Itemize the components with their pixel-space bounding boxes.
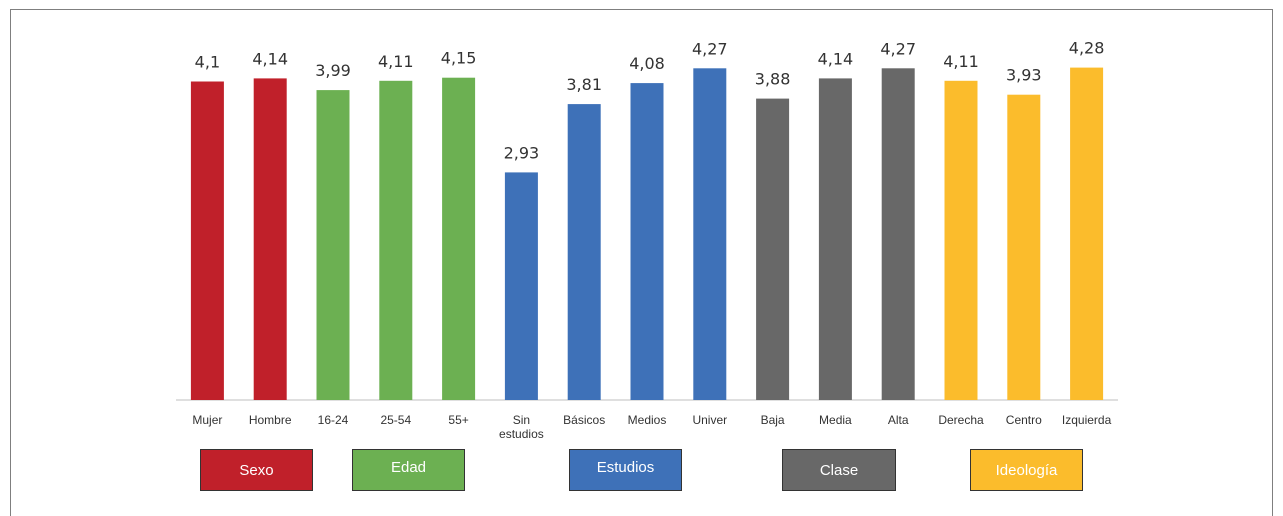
category-label: Derecha — [938, 413, 984, 427]
value-label: 4,08 — [629, 54, 665, 73]
bar-16-24 — [316, 90, 350, 400]
category-label: Sin — [513, 413, 530, 427]
value-label: 3,81 — [566, 75, 602, 94]
category-label: Univer — [692, 413, 727, 427]
category-label: 25-54 — [380, 413, 411, 427]
legend-label-estudios: Estudios — [596, 459, 655, 476]
legend-ideologia: Ideología — [970, 449, 1083, 491]
category-label: Básicos — [563, 413, 605, 427]
bar-sin-estudios — [504, 172, 538, 400]
bar-25-54 — [379, 80, 413, 401]
value-label: 4,11 — [378, 52, 414, 71]
bar-derecha — [944, 80, 978, 401]
bar-mujer — [190, 81, 224, 400]
legend-label-clase: Clase — [819, 461, 859, 479]
value-label: 4,15 — [441, 49, 477, 68]
value-label: 4,27 — [692, 39, 728, 58]
category-label: Mujer — [192, 413, 222, 427]
category-label: Centro — [1006, 413, 1042, 427]
legend-estudios: Estudios — [569, 449, 682, 491]
value-label: 3,93 — [1006, 66, 1042, 85]
legend-clase: Clase — [782, 449, 896, 491]
category-label: 16-24 — [318, 413, 349, 427]
category-label: Medios — [628, 413, 667, 427]
value-label: 4,14 — [818, 49, 854, 68]
value-label: 4,28 — [1069, 39, 1105, 58]
bar-básicos — [567, 104, 601, 400]
legend-label-edad: Edad — [390, 459, 427, 476]
category-label: Alta — [888, 413, 909, 427]
bar-univer — [693, 68, 727, 401]
legend-label-ideologia: Ideología — [995, 461, 1058, 479]
bar-alta — [881, 68, 915, 401]
value-label: 2,93 — [504, 143, 540, 162]
value-label: 4,11 — [943, 52, 979, 71]
legend-label-sexo: Sexo — [239, 461, 274, 479]
legend-sexo: Sexo — [200, 449, 313, 491]
value-label: 4,14 — [252, 49, 288, 68]
value-label: 3,88 — [755, 70, 791, 89]
category-label: Izquierda — [1062, 413, 1112, 427]
bar-medios — [630, 83, 664, 400]
bar-izquierda — [1070, 67, 1104, 400]
bar-centro — [1007, 94, 1041, 400]
value-label: 3,99 — [315, 61, 351, 80]
bar-baja — [756, 98, 790, 400]
bar-55+ — [442, 77, 476, 400]
category-label: 55+ — [448, 413, 468, 427]
category-label: Baja — [761, 413, 785, 427]
bar-hombre — [253, 78, 287, 401]
category-label: estudios — [499, 427, 544, 441]
legend-edad: Edad — [352, 449, 465, 491]
category-label: Media — [819, 413, 852, 427]
category-label: Hombre — [249, 413, 292, 427]
bar-media — [818, 78, 852, 401]
value-label: 4,27 — [880, 39, 916, 58]
value-label: 4,1 — [195, 53, 220, 72]
